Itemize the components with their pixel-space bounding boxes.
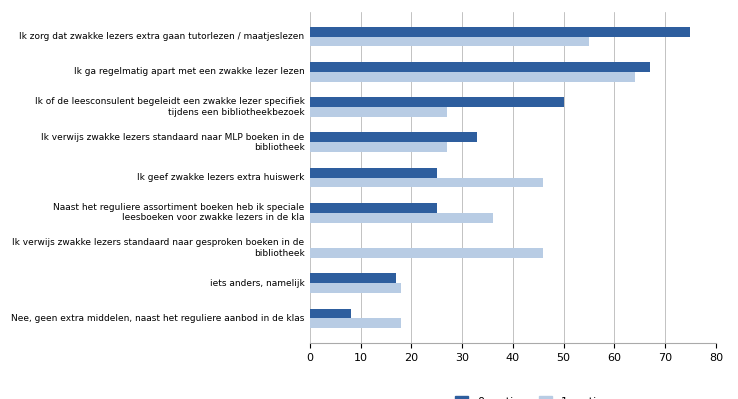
- Bar: [310, 107, 447, 117]
- Bar: [310, 62, 650, 72]
- Bar: [310, 27, 691, 37]
- Bar: [310, 318, 401, 328]
- Bar: [310, 308, 351, 318]
- Bar: [310, 142, 447, 152]
- Bar: [310, 203, 437, 213]
- Bar: [310, 248, 543, 258]
- Bar: [310, 213, 493, 223]
- Bar: [310, 37, 589, 47]
- Bar: [310, 283, 401, 293]
- Bar: [310, 97, 564, 107]
- Bar: [310, 273, 396, 283]
- Bar: [310, 168, 437, 178]
- Legend: 0-meting, 1-meting: 0-meting, 1-meting: [450, 392, 616, 399]
- Bar: [310, 132, 477, 142]
- Bar: [310, 72, 635, 82]
- Bar: [310, 178, 543, 188]
